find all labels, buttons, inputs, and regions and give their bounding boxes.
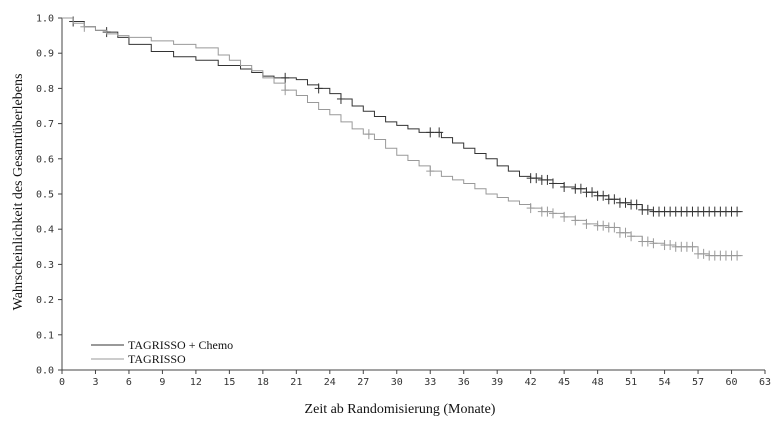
x-tick-label: 3 xyxy=(92,377,98,388)
x-tick-label: 36 xyxy=(458,377,470,388)
y-tick-label: 1.0 xyxy=(36,14,54,25)
x-tick-label: 21 xyxy=(290,377,302,388)
x-tick-label: 9 xyxy=(159,377,165,388)
x-tick-label: 12 xyxy=(190,377,202,388)
x-tick-label: 57 xyxy=(692,377,704,388)
x-tick-label: 18 xyxy=(257,377,269,388)
x-tick-label: 51 xyxy=(625,377,637,388)
x-tick-label: 60 xyxy=(726,377,738,388)
y-tick-label: 0.7 xyxy=(36,119,54,130)
legend: TAGRISSO + Chemo TAGRISSO xyxy=(91,338,233,366)
y-tick-label: 0.9 xyxy=(36,49,54,60)
x-tick-label: 33 xyxy=(424,377,436,388)
x-tick-label: 15 xyxy=(223,377,235,388)
tick-marks: 0.00.10.20.30.40.50.60.70.80.91.00 3 6 9 12 1… xyxy=(36,14,771,389)
legend-label-tagrisso: TAGRISSO xyxy=(128,352,186,366)
y-tick-label: 0.8 xyxy=(36,84,54,95)
x-tick-label: 48 xyxy=(592,377,604,388)
x-axis-title: Zeit ab Randomisierung (Monate) xyxy=(305,402,496,417)
y-tick-label: 0.2 xyxy=(36,295,54,306)
x-tick-label: 54 xyxy=(659,377,671,388)
x-tick-label: 63 xyxy=(759,377,771,388)
x-tick-label: 6 xyxy=(126,377,132,388)
y-axis-title: Wahrscheinlichkeit des Gesamtüberlebens xyxy=(11,74,26,311)
x-tick-label: 42 xyxy=(525,377,537,388)
series-line-tagrisso-chemo xyxy=(62,17,743,213)
y-tick-label: 0.1 xyxy=(36,330,54,341)
legend-label-tagrisso-chemo: TAGRISSO + Chemo xyxy=(128,338,233,352)
y-tick-label: 0.6 xyxy=(36,154,54,165)
x-tick-label: 0 xyxy=(59,377,65,388)
x-tick-label: 39 xyxy=(491,377,503,388)
x-tick-label: 45 xyxy=(558,377,570,388)
x-tick-label: 24 xyxy=(324,377,336,388)
series-group xyxy=(62,16,743,261)
x-tick-label: 27 xyxy=(357,377,369,388)
y-tick-label: 0.4 xyxy=(36,225,54,236)
y-tick-label: 0.0 xyxy=(36,366,54,377)
y-tick-label: 0.5 xyxy=(36,190,54,201)
x-tick-label: 30 xyxy=(391,377,403,388)
axes xyxy=(61,18,765,371)
series-line-tagrisso xyxy=(62,17,743,257)
y-tick-label: 0.3 xyxy=(36,260,54,271)
